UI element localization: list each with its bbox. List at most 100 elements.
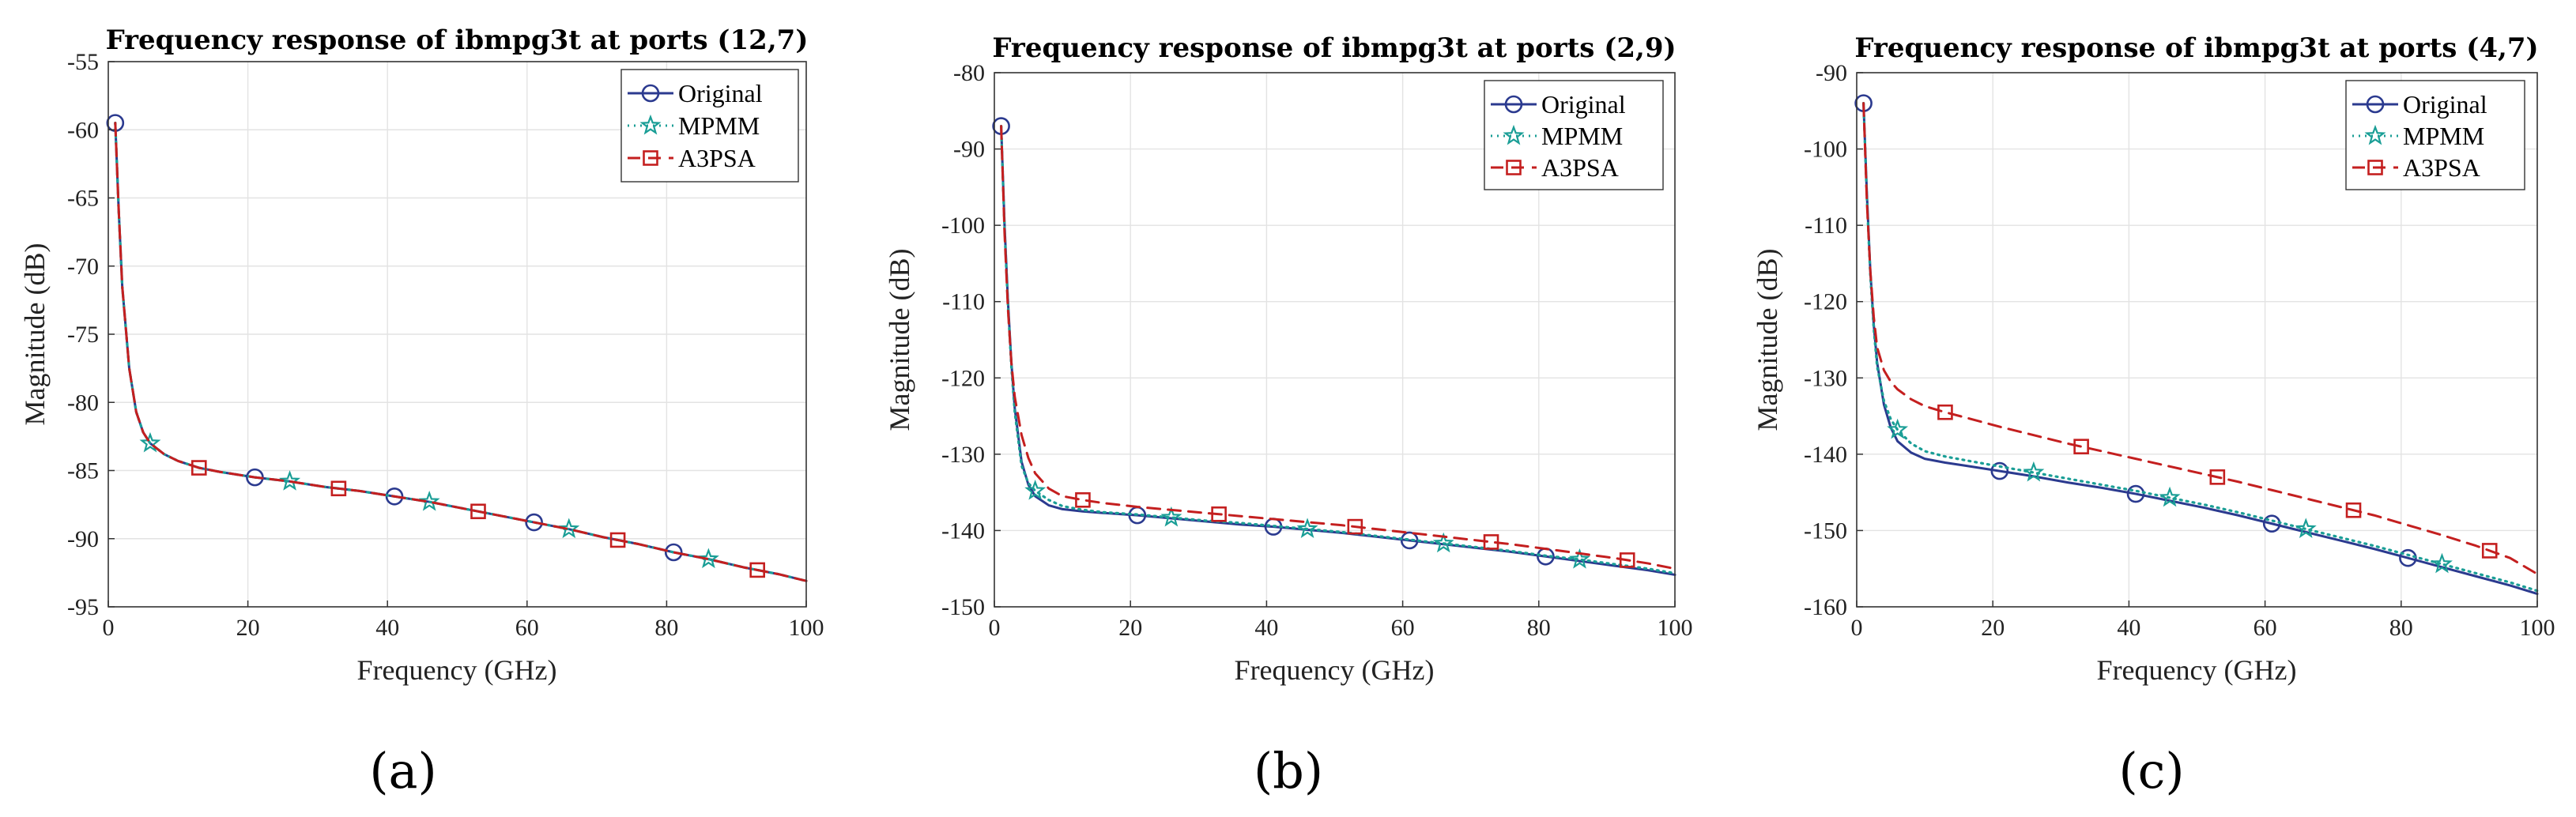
y-tick-label-b-1: -140: [941, 518, 985, 544]
series-marker-original-c-1: [1990, 461, 2009, 480]
series-marker-original-c-4: [2399, 548, 2417, 567]
series-marker-mpmm-c-1: [2023, 461, 2045, 482]
legend-marker-mpmm-b: [1503, 124, 1525, 145]
legend-label-a3psa-b: A3PSA: [1541, 153, 1619, 182]
ticks-a: 0 20 40 60 80 100 -95 -90 -85 -80 -75 -70 -65 -60 -55: [67, 49, 824, 641]
series-marker-a3psa-c-0: [1937, 404, 1953, 420]
series-marker-mpmm-b-3: [1432, 532, 1454, 553]
series-marker-a3psa-a-2: [470, 503, 486, 520]
y-tick-label-b-6: -90: [953, 137, 985, 163]
legend-marker-original-a: [641, 84, 660, 103]
legend-marker-shape-original-a: [641, 84, 660, 103]
x-tick-label-b-5: 100: [1658, 615, 1693, 641]
y-tick-label-a-7: -60: [67, 117, 99, 143]
series-line-mpmm-b: [1000, 125, 1676, 575]
legend-marker-shape-a3psa-a: [643, 150, 658, 166]
series-marker-mpmm-a-4: [697, 548, 719, 569]
series-line-mpmm-c: [1862, 102, 2539, 593]
y-tick-label-a-4: -75: [67, 322, 99, 348]
legend-label-mpmm-b: MPMM: [1541, 122, 1623, 150]
series-marker-mpmm-a-1: [279, 470, 301, 491]
y-tick-label-b-2: -130: [941, 442, 985, 468]
series-line-a3psa-c: [1862, 102, 2539, 575]
legend-marker-shape-original-b: [1504, 95, 1523, 114]
x-tick-label-c-1: 20: [1981, 615, 2005, 641]
series-marker-mpmm-a-2: [418, 491, 440, 511]
legend-marker-shape-a3psa-c: [2367, 160, 2383, 175]
series-marker-mpmm-c-3: [2295, 518, 2317, 538]
y-tick-label-a-5: -70: [67, 254, 99, 280]
y-tick-label-c-6: -100: [1804, 137, 1847, 163]
x-tick-label-a-2: 40: [375, 615, 399, 641]
y-tick-label-c-3: -130: [1804, 365, 1847, 391]
legend-marker-mpmm-a: [639, 114, 662, 135]
x-tick-label-a-5: 100: [789, 615, 824, 641]
legend-label-a3psa-a: A3PSA: [678, 144, 756, 172]
legend-box-c: [2345, 80, 2525, 190]
y-tick-label-a-6: -65: [67, 186, 99, 212]
caption-b: (b): [1254, 742, 1323, 800]
x-tick-label-a-1: 20: [236, 615, 260, 641]
legend-marker-shape-mpmm-a: [639, 114, 662, 135]
ticks-c: 0 20 40 60 80 100 -160 -150 -140 -130 -120 -110 -100…: [1804, 60, 2555, 641]
y-axis-label-c: Magnitude (dB): [1752, 249, 1783, 431]
y-tick-label-b-0: -150: [941, 594, 985, 620]
chart-title-c: Frequency response of ibmpg3t at ports (…: [1854, 32, 2538, 64]
legend-marker-mpmm-c: [2364, 124, 2386, 145]
series-marker-mpmm-b-2: [1296, 518, 1318, 538]
y-tick-label-a-0: -95: [67, 594, 99, 620]
legend-marker-original-b: [1504, 95, 1523, 114]
legend-marker-shape-a3psa-b: [1506, 160, 1522, 175]
legend-box-a: [620, 69, 799, 183]
legend-marker-original-c: [2366, 95, 2385, 114]
y-tick-label-a-1: -90: [67, 526, 99, 552]
series-marker-mpmm-c-0: [1887, 418, 1909, 439]
series-marker-a3psa-b-2: [1347, 518, 1363, 535]
y-tick-label-c-1: -150: [1804, 518, 1847, 544]
legend-a: Original MPMM A3PSA: [620, 69, 799, 183]
y-tick-label-c-0: -160: [1804, 594, 1847, 620]
series-marker-mpmm-c-2: [2159, 486, 2181, 507]
legend-b: Original MPMM A3PSA: [1484, 80, 1664, 190]
y-tick-label-b-3: -120: [941, 365, 985, 391]
series-marker-a3psa-b-1: [1211, 506, 1227, 522]
series-c: [1854, 94, 2539, 596]
axes-box-b: [994, 72, 1676, 608]
y-tick-label-b-7: -80: [953, 60, 985, 86]
legend-label-original-c: Original: [2403, 90, 2487, 119]
series-marker-a3psa-b-0: [1075, 491, 1091, 508]
y-tick-label-a-2: -85: [67, 458, 99, 484]
ticks-b: 0 20 40 60 80 100 -150 -140 -130 -120 -110 -100 -90 -…: [941, 60, 1693, 641]
legend-box-b: [1484, 80, 1664, 190]
y-tick-label-b-5: -100: [941, 213, 985, 239]
series-marker-a3psa-a-0: [190, 460, 207, 476]
series-marker-a3psa-b-3: [1483, 534, 1499, 550]
series-line-a3psa-a: [114, 122, 808, 582]
axes-box-c: [1856, 72, 2538, 608]
y-tick-label-c-5: -110: [1805, 213, 1847, 239]
x-tick-label-b-1: 20: [1118, 615, 1142, 641]
legend-marker-shape-original-c: [2366, 95, 2385, 114]
legend-c: Original MPMM A3PSA: [2345, 80, 2525, 190]
legend-marker-a3psa-b: [1506, 160, 1522, 175]
x-tick-label-c-5: 100: [2520, 615, 2555, 641]
legend-marker-a3psa-c: [2367, 160, 2383, 175]
series-line-original-c: [1862, 102, 2539, 596]
y-tick-label-c-4: -120: [1804, 289, 1847, 315]
series-marker-a3psa-b-4: [1619, 552, 1635, 568]
series-marker-mpmm-c-4: [2431, 552, 2453, 574]
series-a: [106, 114, 808, 582]
series-marker-a3psa-c-3: [2345, 502, 2362, 518]
legend-marker-shape-mpmm-c: [2364, 124, 2386, 145]
series-b: [992, 117, 1676, 576]
legend-label-original-b: Original: [1541, 90, 1626, 119]
x-axis-label-b: Frequency (GHz): [1235, 654, 1435, 686]
series-marker-a3psa-c-4: [2481, 543, 2498, 559]
x-tick-label-b-0: 0: [989, 615, 1001, 641]
legend-label-mpmm-a: MPMM: [678, 111, 760, 140]
x-tick-label-c-4: 80: [2389, 615, 2413, 641]
x-tick-label-b-3: 60: [1391, 615, 1415, 641]
series-marker-mpmm-b-1: [1160, 506, 1182, 527]
legend-label-original-a: Original: [678, 79, 763, 107]
